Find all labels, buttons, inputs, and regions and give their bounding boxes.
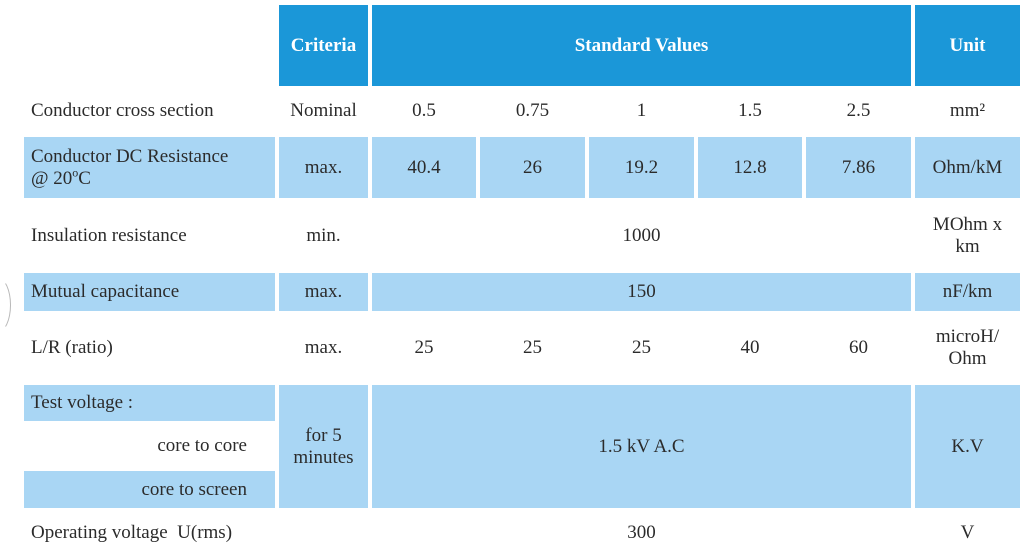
criteria-test-voltage: for 5 minutes bbox=[279, 385, 368, 508]
value-lr-ratio-4: 40 bbox=[740, 337, 760, 358]
value-cross-section-1: 0.5 bbox=[412, 100, 436, 121]
header-standard-values: Standard Values bbox=[372, 5, 911, 86]
label-core-to-core: core to core bbox=[157, 435, 247, 456]
value-dc-resistance-3: 19.2 bbox=[589, 137, 694, 198]
unit-insulation: MOhm x km bbox=[915, 206, 1020, 266]
criteria-capacitance: max. bbox=[279, 273, 368, 311]
unit-lr-ratio-line2: Ohm bbox=[948, 348, 987, 369]
value-dc-resistance-1: 40.4 bbox=[372, 137, 476, 198]
unit-dc-resistance: Ohm/kM bbox=[915, 137, 1020, 198]
value-lr-ratio-3: 25 bbox=[632, 337, 651, 358]
value-operating-voltage: 300 bbox=[627, 522, 656, 543]
criteria-test-voltage-line2: minutes bbox=[293, 446, 354, 468]
label-lr-ratio: L/R (ratio) bbox=[31, 337, 113, 358]
unit-operating-voltage: V bbox=[960, 522, 975, 543]
label-dc-resistance-line2: @ 20oC bbox=[31, 165, 91, 190]
label-dc-resistance-line1: Conductor DC Resistance bbox=[31, 145, 229, 167]
header-criteria: Criteria bbox=[279, 5, 368, 86]
value-cross-section-3: 1 bbox=[636, 100, 647, 121]
label-operating-voltage: Operating voltage U(rms) bbox=[31, 522, 233, 543]
criteria-insulation: min. bbox=[306, 225, 341, 246]
value-cross-section-4: 1.5 bbox=[738, 100, 762, 121]
unit-lr-ratio-line1: microH/ bbox=[935, 326, 1000, 347]
criteria-lr-ratio: max. bbox=[304, 337, 343, 358]
page-edge-decoration bbox=[0, 278, 11, 332]
value-cross-section-2: 0.75 bbox=[515, 100, 550, 121]
unit-capacitance: nF/km bbox=[915, 273, 1020, 311]
value-capacitance: 150 bbox=[372, 273, 911, 311]
label-test-voltage: Test voltage : bbox=[24, 385, 275, 421]
label-conductor-dc-resistance: Conductor DC Resistance @ 20oC bbox=[24, 137, 275, 198]
unit-cross-section: mm² bbox=[949, 100, 986, 121]
header-unit: Unit bbox=[915, 5, 1020, 86]
value-test-voltage: 1.5 kV A.C bbox=[372, 385, 911, 508]
criteria-cross-section: Nominal bbox=[290, 100, 357, 121]
label-mutual-capacitance: Mutual capacitance bbox=[24, 273, 275, 311]
value-insulation: 1000 bbox=[622, 225, 661, 246]
unit-lr-ratio: microH/ Ohm bbox=[915, 318, 1020, 378]
value-dc-resistance-2: 26 bbox=[480, 137, 585, 198]
value-lr-ratio-5: 60 bbox=[849, 337, 868, 358]
degree-sup: o bbox=[72, 165, 79, 180]
value-dc-resistance-4: 12.8 bbox=[698, 137, 802, 198]
value-lr-ratio-1: 25 bbox=[414, 337, 434, 358]
criteria-test-voltage-line1: for 5 bbox=[305, 424, 342, 446]
label-insulation-resistance: Insulation resistance bbox=[31, 225, 187, 246]
label-dc-resistance-prefix: @ 20 bbox=[31, 167, 73, 189]
unit-insulation-line1: MOhm x bbox=[932, 214, 1003, 235]
criteria-dc-resistance: max. bbox=[279, 137, 368, 198]
label-conductor-cross-section: Conductor cross section bbox=[31, 100, 214, 121]
value-lr-ratio-2: 25 bbox=[523, 337, 542, 358]
value-cross-section-5: 2.5 bbox=[846, 100, 871, 121]
unit-test-voltage: K.V bbox=[915, 385, 1020, 508]
label-dc-resistance-suffix: C bbox=[78, 167, 91, 189]
value-dc-resistance-5: 7.86 bbox=[806, 137, 911, 198]
unit-insulation-line2: km bbox=[955, 236, 980, 257]
label-core-to-screen: core to screen bbox=[24, 471, 275, 508]
